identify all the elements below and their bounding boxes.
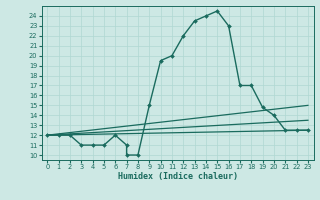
X-axis label: Humidex (Indice chaleur): Humidex (Indice chaleur) xyxy=(118,172,237,181)
